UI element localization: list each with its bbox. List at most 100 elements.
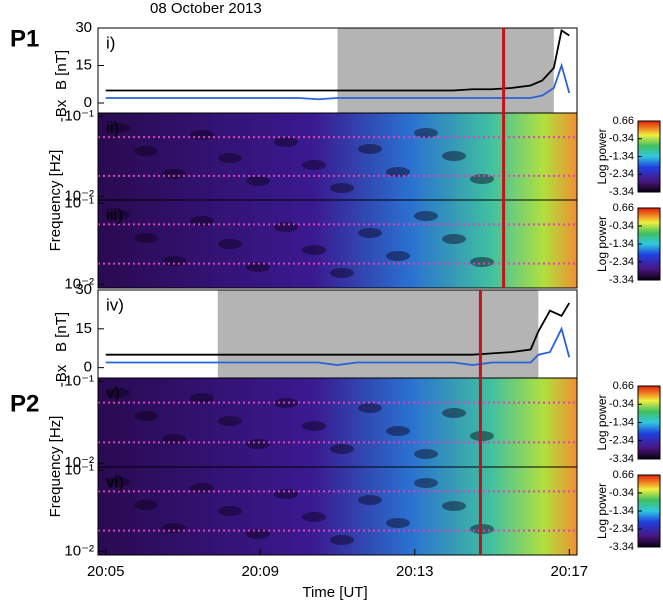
spectrogram [98,467,577,555]
group-label: P2 [10,390,39,417]
panel-label: i) [106,33,115,52]
spectrogram-texture [302,160,326,170]
spectrogram-texture [106,123,130,133]
spectrogram-texture [470,524,494,534]
spectrogram [98,200,577,288]
colorbar-label: Log power [595,216,609,272]
spectrogram-texture [358,495,382,505]
y-tick-label: 10⁻² [64,187,94,204]
y-axis-label: Frequency [Hz] [47,416,64,518]
spectrogram-texture [330,535,354,545]
spectrogram-texture [330,183,354,193]
y-tick-label: 30 [75,281,92,298]
y-axis-label: B [nT] [53,50,70,90]
y-tick-label: 10⁻² [64,275,94,292]
y-tick-label: 15 [75,56,92,73]
spectrogram-texture [134,233,158,243]
x-tick-label: 20:09 [241,563,279,580]
colorbar-tick-label: -0.34 [609,133,634,145]
panel-label: iv) [106,295,124,314]
colorbar-tick-label: -0.34 [609,220,634,232]
colorbar-tick-label: -3.34 [609,274,634,286]
spectrogram-texture [386,167,410,177]
x-tick-label: 20:05 [87,563,125,580]
spectrogram-texture [302,421,326,431]
panel-label: v) [106,383,120,402]
colorbar-tick-label: -2.34 [609,523,634,535]
colorbar-tick-label: -3.34 [609,186,634,198]
spectrogram-texture [246,439,270,449]
y-tick-label: 15 [75,320,92,337]
panel-frame [97,199,578,289]
spectrogram-texture [190,130,214,140]
colorbar-tick-label: -2.34 [609,256,634,268]
colorbar-tick-label: 0.66 [613,380,634,392]
spectrogram-texture [358,144,382,154]
x-axis-label: Time [UT] [302,584,367,601]
spectrogram-texture [414,128,438,138]
colorbar-tick-label: -0.34 [609,398,634,410]
panel-label: vi) [106,472,124,491]
spectrogram-texture [386,251,410,261]
panel-label: iii) [106,205,123,224]
y-tick-label: 10⁻¹ [64,461,94,478]
colorbar-tick-label: -2.34 [609,168,634,180]
spectrogram-texture [106,210,130,220]
spectrogram-texture [302,512,326,522]
y-axis-label: Frequency [Hz] [47,150,64,252]
spectrogram-texture [358,228,382,238]
spectrogram-texture [414,478,438,488]
colorbar-tick-label: -1.34 [609,416,634,428]
spectrogram-texture [106,388,130,398]
y-tick-label: 30 [75,19,92,36]
y-tick-label: 10⁻² [64,542,94,559]
colorbar-tick-label: -1.34 [609,150,634,162]
spectrogram-texture [386,518,410,528]
y-axis-label: B [nT] [53,312,70,352]
y-tick-label: 0 [84,359,92,376]
spectrogram-texture [442,151,466,161]
spectrogram-texture [106,477,130,487]
figure-title: 08 October 2013 [150,0,262,17]
spectrogram-texture [162,169,186,179]
spectrogram-texture [442,408,466,418]
series-line [105,62,571,101]
colorbar-tick-label: 0.66 [613,469,634,481]
y-tick-label: 0 [84,94,92,111]
spectrogram-texture [274,137,298,147]
spectrogram-texture [218,506,242,516]
x-tick-label: 20:17 [551,563,589,580]
group-label: P1 [10,25,39,52]
spectrogram [98,378,577,467]
colorbar-label: Log power [595,483,609,539]
series-line [105,302,571,356]
colorbar-label: Log power [595,128,609,184]
colorbar-tick-label: -2.34 [609,435,634,447]
panel-frame [97,466,578,556]
series-line [105,29,570,92]
colorbar-tick-label: -3.34 [609,453,634,465]
colorbar-tick-label: 0.66 [613,115,634,127]
colorbar-tick-label: -0.34 [609,487,634,499]
spectrogram [98,113,577,200]
panel-label: ii) [106,118,119,137]
legend-label: -Bx [53,99,70,122]
spectrogram-texture [218,239,242,249]
shaded-interval [337,28,554,113]
series-line [105,326,571,366]
colorbar-tick-label: -3.34 [609,541,634,553]
spectrogram-texture [302,245,326,255]
spectrogram-texture [330,268,354,278]
spectrogram-texture [386,426,410,436]
y-tick-label: 10⁻¹ [64,107,94,124]
spectrogram-texture [134,411,158,421]
spectrogram-texture [442,234,466,244]
spectrogram-texture [274,398,298,408]
colorbar-label: Log power [595,394,609,450]
x-tick-label: 20:13 [396,563,434,580]
spectrogram-texture [330,444,354,454]
spectrogram-texture [218,153,242,163]
shaded-interval [217,290,539,378]
colorbar-tick-label: -1.34 [609,505,634,517]
